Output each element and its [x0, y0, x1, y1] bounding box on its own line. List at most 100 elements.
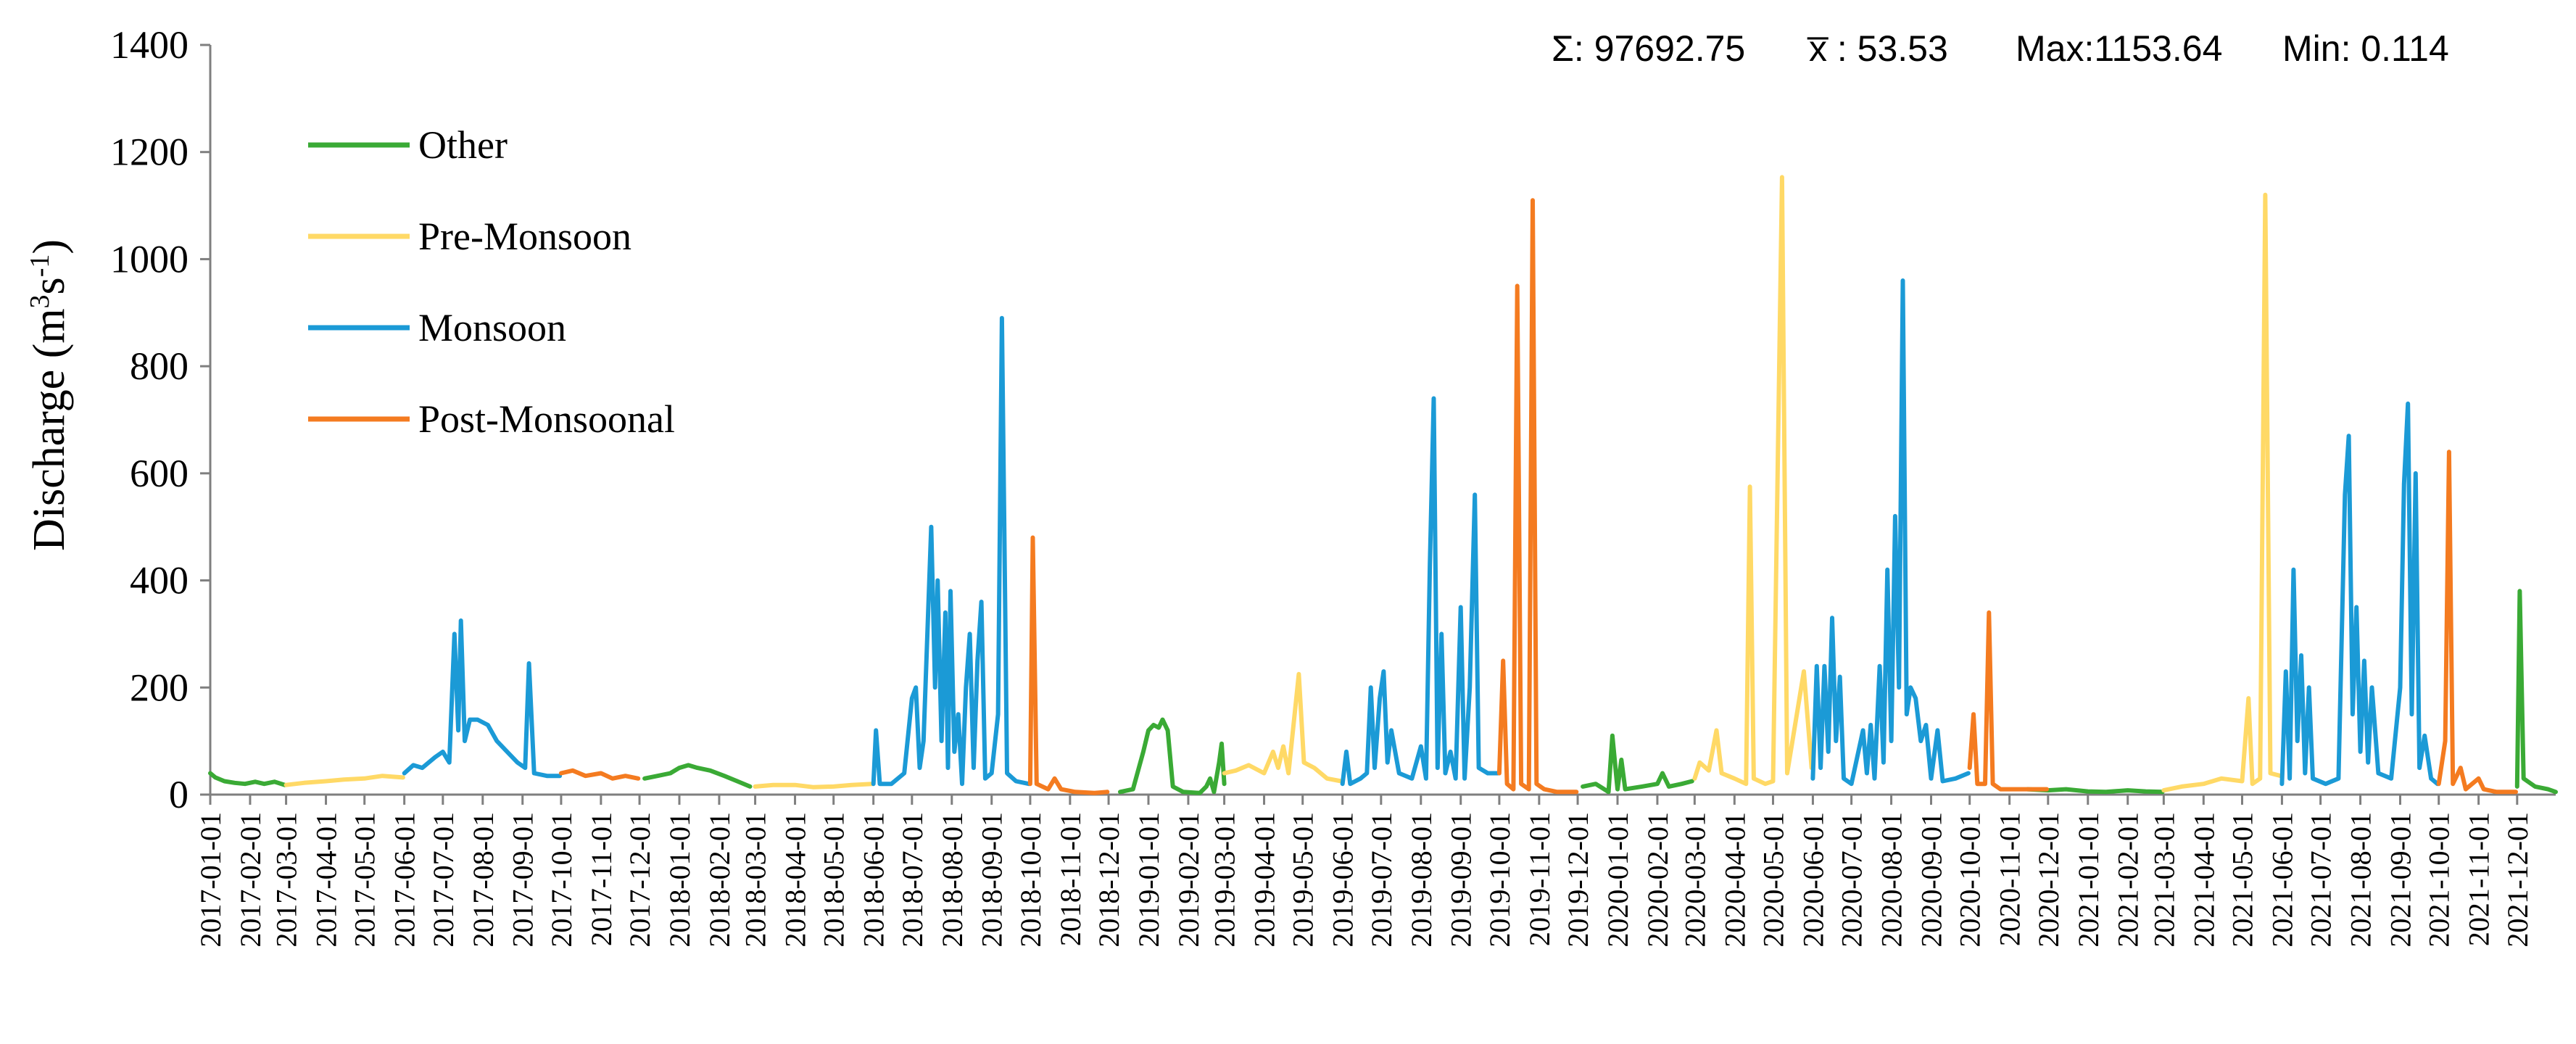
series-line-monsoon — [871, 315, 1032, 787]
series-line-pre-monsoon — [283, 774, 405, 787]
x-tick-label: 2020-02-01 — [1641, 812, 1674, 948]
x-tick-label: 2020-04-01 — [1718, 812, 1751, 948]
series-line-monsoon — [1340, 396, 1501, 787]
x-tick-label: 2017-05-01 — [349, 812, 381, 948]
x-tick-label: 2021-07-01 — [2305, 812, 2337, 948]
y-axis-label-mid: s — [25, 277, 74, 294]
series-line-pre-monsoon — [2161, 192, 2283, 793]
legend-label-other: Other — [418, 123, 508, 167]
x-tick-label: 2019-06-01 — [1327, 812, 1359, 948]
x-tick-label: 2019-04-01 — [1248, 812, 1281, 948]
x-tick-label: 2017-12-01 — [624, 812, 656, 948]
x-tick-label: 2019-05-01 — [1287, 812, 1320, 948]
x-tick-label: 2020-12-01 — [2032, 812, 2065, 948]
x-tick-label: 2021-12-01 — [2501, 812, 2534, 948]
legend-label-post-monsoonal: Post-Monsoonal — [418, 397, 675, 441]
stats-max: Max:1153.64 — [2016, 28, 2222, 69]
series-line-monsoon — [2279, 401, 2440, 787]
stats-sum: Σ: 97692.75 — [1552, 28, 1745, 69]
series-line-post-monsoonal — [2436, 450, 2518, 795]
series-line-other — [208, 771, 287, 787]
x-tick-label: 2021-11-01 — [2463, 812, 2496, 946]
x-tick-label: 2018-05-01 — [818, 812, 850, 948]
x-tick-label: 2018-10-01 — [1014, 812, 1047, 948]
x-tick-label: 2017-01-01 — [194, 812, 227, 948]
x-tick-label: 2018-12-01 — [1093, 812, 1125, 948]
x-tick-label: 2017-07-01 — [427, 812, 460, 948]
x-tick-label: 2018-09-01 — [976, 812, 1009, 948]
series-line-post-monsoonal — [1027, 535, 1110, 795]
x-tick-label: 2019-12-01 — [1562, 812, 1594, 948]
series-line-other — [2514, 589, 2558, 795]
x-tick-label: 2020-03-01 — [1678, 812, 1711, 948]
x-tick-label: 2020-09-01 — [1916, 812, 1948, 948]
chart-legend: Other Pre-Monsoon Monsoon Post-Monsoonal — [308, 123, 675, 441]
series-line-monsoon — [402, 618, 563, 779]
x-tick-label: 2019-11-01 — [1523, 812, 1556, 946]
x-tick-label: 2017-10-01 — [545, 812, 578, 948]
x-tick-label: 2020-06-01 — [1797, 812, 1829, 948]
x-tick-label: 2018-04-01 — [779, 812, 812, 948]
x-tick-label: 2019-01-01 — [1132, 812, 1165, 948]
x-tick-label: 2017-06-01 — [389, 812, 421, 948]
series-line-pre-monsoon — [1692, 175, 1814, 787]
x-tick-label: 2017-04-01 — [310, 812, 343, 948]
series-line-pre-monsoon — [753, 782, 874, 790]
series-line-other — [2025, 787, 2165, 795]
x-tick-label: 2020-10-01 — [1954, 812, 1987, 948]
x-tick-label: 2017-11-01 — [585, 812, 618, 946]
x-tick-label: 2019-10-01 — [1483, 812, 1516, 948]
x-tick-label: 2017-02-01 — [234, 812, 267, 948]
y-tick-label: 1200 — [110, 130, 189, 174]
series-line-post-monsoonal — [1496, 198, 1579, 795]
stats-min: Min: 0.114 — [2282, 28, 2449, 69]
x-tick-label: 2018-11-01 — [1054, 812, 1087, 946]
x-tick-label: 2020-05-01 — [1757, 812, 1789, 948]
x-tick-label: 2018-06-01 — [858, 812, 890, 948]
y-axis-label-sup2: -1 — [25, 254, 55, 278]
legend-label-pre-monsoon: Pre-Monsoon — [418, 215, 631, 258]
x-tick-label: 2020-01-01 — [1602, 812, 1634, 948]
x-tick-label: 2021-09-01 — [2385, 812, 2417, 948]
x-tick-label: 2021-10-01 — [2423, 812, 2456, 948]
x-tick-label: 2019-08-01 — [1405, 812, 1438, 948]
y-tick-label: 800 — [130, 344, 189, 388]
series-line-post-monsoonal — [558, 768, 641, 781]
y-axis-label-main: Discharge (m — [25, 308, 74, 551]
y-axis-label-end: ) — [25, 239, 74, 254]
x-tick-label: 2018-08-01 — [936, 812, 969, 948]
y-tick-label: 0 — [169, 773, 189, 816]
x-tick-label: 2018-01-01 — [663, 812, 696, 948]
series-line-other — [1118, 717, 1227, 795]
x-tick-label: 2018-02-01 — [703, 812, 736, 948]
x-tick-label: 2017-08-01 — [467, 812, 500, 948]
x-tick-label: 2019-03-01 — [1209, 812, 1241, 948]
x-tick-label: 2021-04-01 — [2187, 812, 2220, 948]
y-tick-label: 1000 — [110, 237, 189, 281]
series-line-other — [642, 763, 753, 789]
x-tick-label: 2020-07-01 — [1836, 812, 1868, 948]
stats-mean: x̅ : 53.53 — [1807, 28, 1948, 69]
series-line-monsoon — [1810, 278, 1971, 787]
x-tick-label: 2018-03-01 — [740, 812, 772, 948]
x-tick-label: 2019-02-01 — [1172, 812, 1205, 948]
x-tick-label: 2021-02-01 — [2112, 812, 2145, 948]
y-axis-label: Discharge (m3s-1) — [25, 239, 74, 551]
x-tick-label: 2021-05-01 — [2226, 812, 2258, 948]
legend-label-monsoon: Monsoon — [418, 306, 566, 349]
x-tick-label: 2019-09-01 — [1445, 812, 1478, 948]
series-line-post-monsoonal — [1967, 610, 2049, 792]
series-line-other — [1581, 733, 1694, 795]
x-tick-label: 2021-01-01 — [2072, 812, 2105, 948]
x-tick-label: 2017-03-01 — [270, 812, 303, 948]
y-tick-label: 600 — [130, 452, 189, 495]
x-tick-label: 2021-06-01 — [2266, 812, 2298, 948]
plot-area — [208, 175, 2558, 795]
x-tick-label: 2017-09-01 — [507, 812, 539, 948]
y-axis-label-sup1: 3 — [25, 294, 55, 308]
y-tick-label: 400 — [130, 559, 189, 602]
series-line-pre-monsoon — [1222, 671, 1343, 784]
x-tick-label: 2021-03-01 — [2148, 812, 2180, 948]
